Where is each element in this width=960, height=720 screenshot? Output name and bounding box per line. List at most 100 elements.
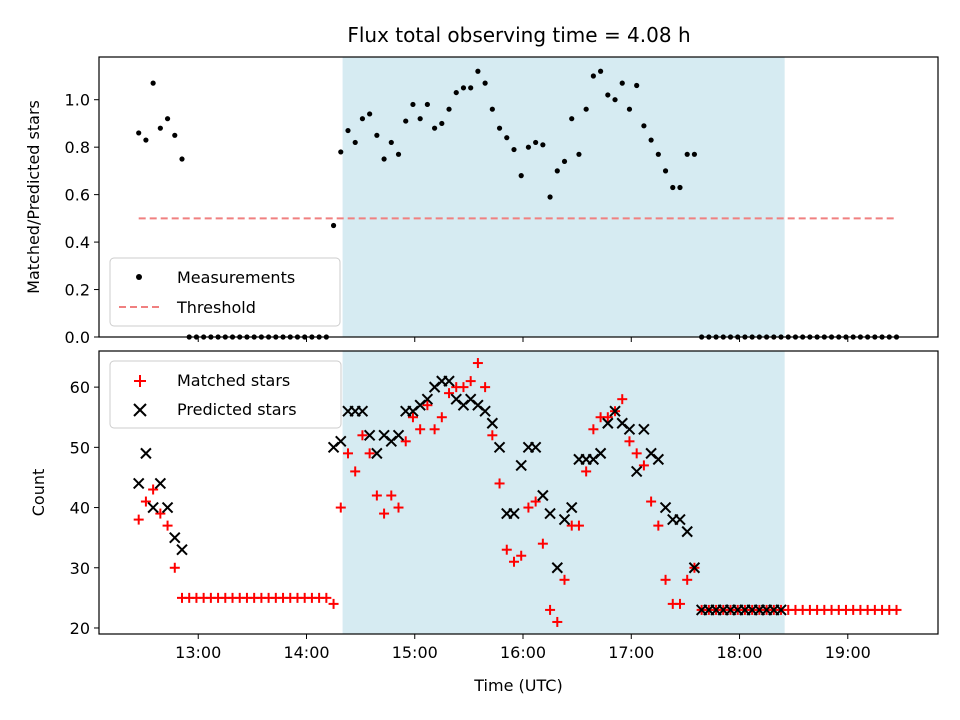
x-tick-label: 14:00 xyxy=(283,643,329,662)
ratio-panel: 0.0 0.2 0.4 0.6 0.8 1.0 Matched/Predicted sta… xyxy=(24,56,939,347)
measurement-point xyxy=(518,173,524,179)
measurement-point xyxy=(179,156,185,162)
predicted-stars-point xyxy=(623,423,636,435)
predicted-stars-point xyxy=(363,429,376,442)
matched-stars-point xyxy=(508,556,519,567)
matched-stars-point xyxy=(364,448,375,459)
ratio-axes-frame xyxy=(98,56,939,338)
measurement-point xyxy=(432,125,438,131)
measurement-point xyxy=(136,130,142,136)
measurement-point xyxy=(150,80,156,86)
measurement-point xyxy=(338,149,344,155)
x-tick-label: 18:00 xyxy=(716,643,762,662)
predicted-stars-point xyxy=(176,543,188,556)
matched-stars-point xyxy=(335,502,346,513)
measurement-point xyxy=(684,151,690,157)
measurement-point xyxy=(367,111,373,117)
measurement-point xyxy=(612,97,618,103)
measurement-point xyxy=(641,123,647,129)
predicted-stars-point xyxy=(132,477,145,490)
y-tick-label: 40 xyxy=(70,499,90,518)
matched-stars-point xyxy=(321,592,332,603)
y-tick-label: 0.0 xyxy=(65,328,90,347)
measurement-point xyxy=(648,137,654,143)
count-x-axis-label: Time (UTC) xyxy=(473,676,562,695)
matched-stars-point xyxy=(602,412,613,423)
measurement-point xyxy=(569,116,575,122)
matched-stars-point xyxy=(458,382,469,393)
predicted-stars-point xyxy=(544,507,556,520)
y-tick-label: 1.0 xyxy=(65,91,90,110)
observing-span-bottom xyxy=(342,351,785,634)
measurement-point xyxy=(561,158,568,165)
matched-stars-point xyxy=(472,358,483,369)
measurement-point xyxy=(554,168,560,174)
predicted-stars-point xyxy=(566,501,578,514)
matched-stars-point xyxy=(379,508,390,519)
measurement-point xyxy=(330,222,337,229)
predicted-stars-point xyxy=(681,525,693,538)
measurement-point xyxy=(634,82,640,89)
measurement-point xyxy=(525,144,532,150)
matched-stars-point xyxy=(386,490,397,501)
measurement-point xyxy=(157,125,163,131)
legend-measurements-label: Measurements xyxy=(177,268,295,287)
matched-stars-point xyxy=(588,424,599,435)
chart-title: Flux total observing time = 4.08 h xyxy=(347,23,690,47)
predicted-stars-point xyxy=(609,405,621,417)
x-tick-label: 16:00 xyxy=(500,643,546,662)
matched-stars-point xyxy=(674,598,685,609)
matched-stars-point xyxy=(487,430,498,441)
ratio-legend: Measurements Threshold xyxy=(109,257,341,327)
measurement-point xyxy=(352,139,358,146)
measurement-point xyxy=(670,184,676,191)
predicted-stars-point xyxy=(508,507,520,520)
measurement-point xyxy=(576,151,582,157)
predicted-stars-point xyxy=(775,604,787,616)
measurement-point xyxy=(547,194,553,200)
legend-matched-marker xyxy=(134,375,146,387)
matched-stars-point xyxy=(342,448,353,459)
y-tick-label: 60 xyxy=(70,378,90,397)
count-y-axis-label: Count xyxy=(29,469,48,517)
matched-stars-point xyxy=(530,496,541,507)
matched-stars-point xyxy=(660,574,671,585)
measurement-point xyxy=(496,125,503,131)
measurement-point xyxy=(540,142,546,148)
legend-predicted-marker xyxy=(133,403,147,417)
predicted-stars-point xyxy=(356,405,369,417)
matched-stars-point xyxy=(371,490,382,501)
matched-stars-point xyxy=(480,382,491,393)
predicted-stars-point xyxy=(486,417,499,429)
measurement-point xyxy=(475,68,481,74)
measurement-point xyxy=(677,184,683,191)
measurement-point xyxy=(143,137,149,143)
matched-stars-point xyxy=(444,388,455,399)
legend-predicted-label: Predicted stars xyxy=(177,400,297,419)
predicted-stars-point xyxy=(335,435,347,448)
ratio-y-axis-label: Matched/Predicted stars xyxy=(24,100,43,294)
measurement-point xyxy=(424,101,430,108)
measurement-point xyxy=(691,151,698,157)
predicted-stars-point xyxy=(169,531,181,544)
matched-stars-point xyxy=(429,424,440,435)
matched-stars-point xyxy=(357,430,368,441)
y-tick-label: 50 xyxy=(70,438,90,457)
measurement-point xyxy=(164,116,171,122)
matched-stars-point xyxy=(552,616,563,627)
measurement-point xyxy=(172,132,178,138)
x-tick-label: 19:00 xyxy=(825,643,871,662)
x-tick-label: 15:00 xyxy=(392,643,438,662)
measurement-point xyxy=(583,106,589,112)
measurement-point xyxy=(410,101,416,108)
predicted-stars-point xyxy=(638,423,650,435)
predicted-stars-point xyxy=(147,501,159,514)
predicted-stars-point xyxy=(392,429,405,442)
measurement-point xyxy=(403,118,409,124)
predicted-stars-point xyxy=(630,465,643,478)
matched-stars-point xyxy=(415,424,426,435)
predicted-stars-point xyxy=(602,417,614,429)
count-panel: 20 30 40 50 60 13:00 14:00 15:00 16:00 17:00 18:0… xyxy=(29,350,939,695)
measurement-point xyxy=(446,106,452,112)
count-y-ticks: 20 30 40 50 60 xyxy=(70,378,99,638)
